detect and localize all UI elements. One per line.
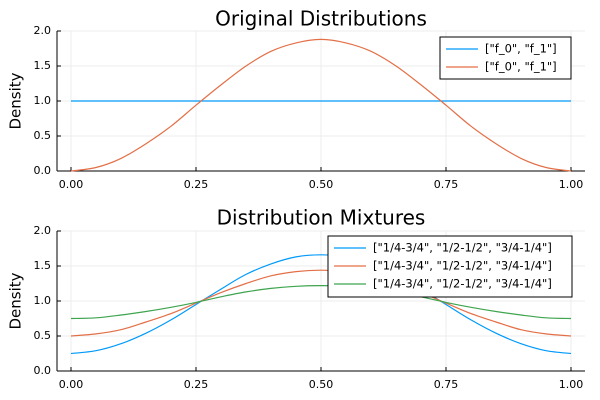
y-tick-label: 0.0: [34, 364, 52, 377]
y-tick-label: 1.0: [34, 94, 52, 107]
x-tick-label: 0.50: [309, 378, 334, 391]
legend-label-1: ["f_0", "f_1"]: [485, 42, 557, 56]
x-tick-label: 0.00: [59, 378, 84, 391]
y-tick-label: 2.0: [34, 24, 52, 37]
series-line-3: [70, 284, 572, 320]
x-tick-label: 1.00: [559, 378, 584, 391]
x-tick-label: 0.25: [184, 178, 209, 191]
y-tick-label: 0.5: [34, 129, 52, 142]
y-tick-label: 0.5: [34, 329, 52, 342]
y-tick-label: 1.5: [34, 59, 52, 72]
legend-label-2: ["f_0", "f_1"]: [485, 60, 557, 74]
series-line-2: [70, 38, 572, 172]
x-tick-label: 0.75: [434, 178, 459, 191]
y-tick-label: 2.0: [34, 224, 52, 237]
legend-box: [327, 235, 573, 298]
x-tick-label: 1.00: [559, 178, 584, 191]
legend-label-1: ["1/4-3/4", "1/2-1/2", "3/4-1/4"]: [373, 241, 552, 255]
legend-label-2: ["1/4-3/4", "1/2-1/2", "3/4-1/4"]: [373, 259, 552, 273]
legend-box: [439, 36, 572, 80]
y-tick-label: 1.5: [34, 259, 52, 272]
x-tick-label: 0.25: [184, 378, 209, 391]
series-line-1: [70, 254, 572, 355]
x-tick-label: 0.00: [59, 178, 84, 191]
chart-original-distributions: Original Distributions Density 0.00 0.25 0.5…: [7, 7, 585, 191]
x-tick-label: 0.75: [434, 378, 459, 391]
y-tick-label: 1.0: [34, 294, 52, 307]
y-axis-label: Density: [7, 72, 25, 129]
y-tick-label: 0.0: [34, 164, 52, 177]
legend-label-3: ["1/4-3/4", "1/2-1/2", "3/4-1/4"]: [373, 277, 552, 291]
chart-title: Distribution Mixtures: [217, 206, 426, 230]
x-tick-label: 0.50: [309, 178, 334, 191]
series-line-2: [70, 269, 572, 337]
y-axis-label: Density: [7, 272, 25, 329]
chart-title: Original Distributions: [215, 7, 427, 31]
